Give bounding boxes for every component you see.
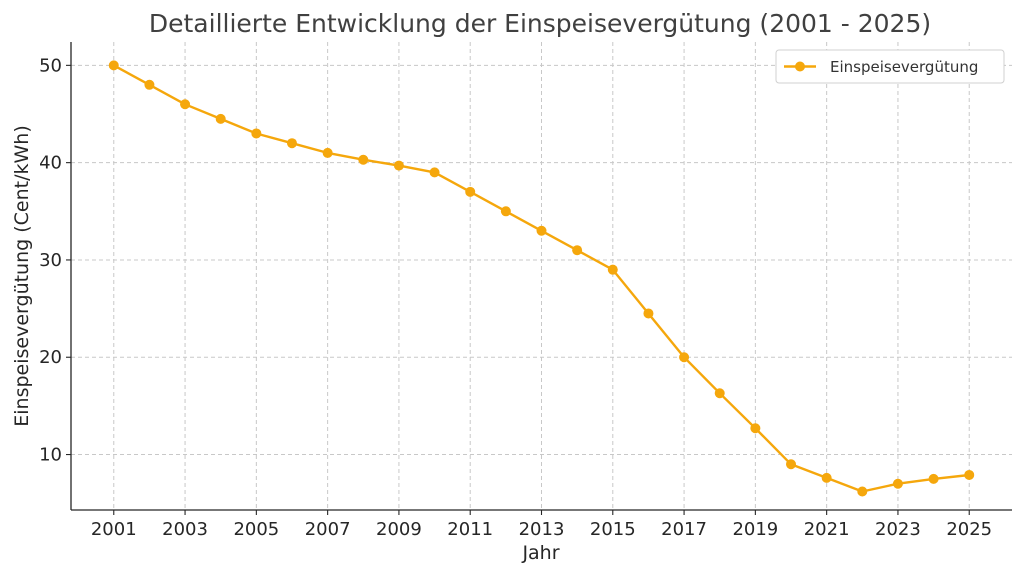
x-tick-label: 2023 [875,519,921,540]
y-tick-label: 10 [39,445,62,466]
x-axis-label: Jahr [521,542,559,564]
data-point [643,308,654,319]
legend-entry-label: Einspeisevergütung [830,58,978,76]
x-axis-ticks: 2001 2003 2005 2007 2009 2011 2013 2015 2017 2019… [91,510,992,540]
data-point [892,478,903,489]
x-tick-label: 2003 [162,519,208,540]
legend-point-marker [795,61,805,72]
data-point [358,154,369,165]
data-point [286,138,297,149]
data-point [108,60,119,71]
data-point [180,99,191,110]
data-point [144,79,155,90]
x-tick-label: 2017 [661,519,707,540]
data-point [714,388,725,399]
data-point [572,245,583,256]
x-tick-label: 2011 [447,519,493,540]
chart-title: Detaillierte Entwicklung der Einspeiseve… [149,9,931,38]
y-tick-label: 40 [39,153,62,174]
series [108,60,975,497]
x-tick-label: 2021 [804,519,850,540]
y-tick-label: 20 [39,347,62,368]
y-tick-label: 30 [39,250,62,271]
data-point [679,352,690,363]
x-tick-label: 2007 [305,519,351,540]
y-axis-label: Einspeisevergütung (Cent/kWh) [11,125,33,427]
x-tick-label: 2025 [946,519,992,540]
legend-box [775,49,1005,84]
x-tick-label: 2015 [590,519,636,540]
x-tick-label: 2019 [732,519,778,540]
y-axis-ticks: 10 20 30 40 50 [39,55,71,466]
x-tick-label: 2001 [91,519,137,540]
x-tick-label: 2005 [233,519,279,540]
x-tick-label: 2013 [519,519,565,540]
data-point [964,469,975,480]
data-point [251,128,262,139]
data-point [607,264,618,275]
data-point [393,160,404,171]
data-point [750,423,761,434]
data-point [821,472,832,483]
data-point [429,167,440,178]
data-point [500,206,511,217]
data-point [465,186,476,197]
data-point [322,147,333,158]
legend: Einspeisevergütung [775,49,1005,84]
data-point [215,113,226,124]
data-point [857,486,868,497]
data-point [786,459,797,470]
grid [71,42,1012,510]
data-point [536,225,547,236]
data-point [928,473,939,484]
x-tick-label: 2009 [376,519,422,540]
y-tick-label: 50 [39,55,62,76]
